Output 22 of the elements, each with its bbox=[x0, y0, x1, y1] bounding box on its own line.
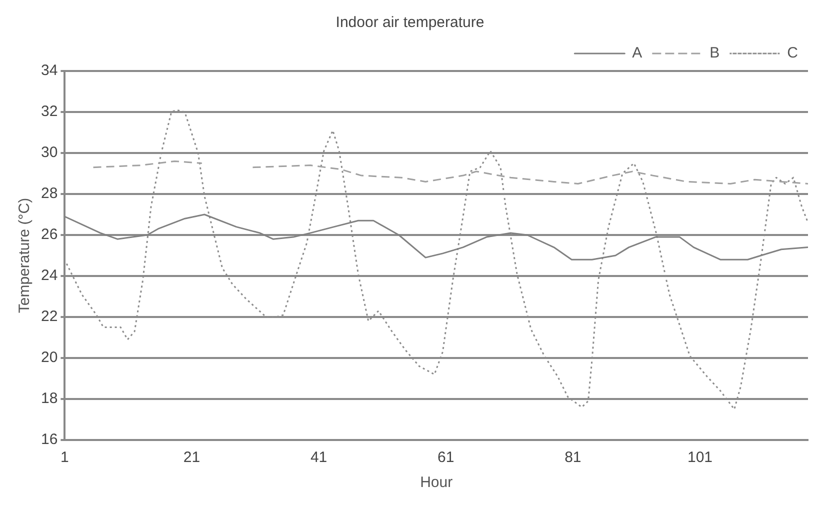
y-tick-label: 24 bbox=[40, 267, 58, 284]
y-tick-label: 32 bbox=[40, 103, 58, 120]
legend-label: B bbox=[710, 44, 720, 62]
y-tick-label: 34 bbox=[40, 62, 58, 80]
x-tick-label: 21 bbox=[183, 449, 200, 466]
x-tick-label: 61 bbox=[438, 449, 454, 466]
y-tick-label: 22 bbox=[40, 308, 58, 326]
chart-title: Indoor air temperature bbox=[336, 14, 484, 32]
y-tick-label: 26 bbox=[40, 226, 58, 244]
legend-label: C bbox=[787, 44, 798, 62]
y-tick-label: 20 bbox=[40, 349, 58, 366]
x-tick-label: 81 bbox=[564, 449, 582, 466]
legend-label: A bbox=[632, 44, 642, 62]
x-tick-label: 1 bbox=[60, 449, 69, 466]
y-tick-label: 16 bbox=[40, 431, 58, 448]
y-tick-label: 28 bbox=[40, 185, 58, 202]
y-tick-label: 30 bbox=[40, 144, 58, 162]
x-tick-label: 101 bbox=[687, 449, 713, 466]
y-axis-title: Temperature (°C) bbox=[16, 198, 34, 314]
x-axis-title: Hour bbox=[420, 474, 453, 492]
x-tick-label: 41 bbox=[310, 449, 328, 466]
y-tick-label: 18 bbox=[40, 390, 58, 408]
